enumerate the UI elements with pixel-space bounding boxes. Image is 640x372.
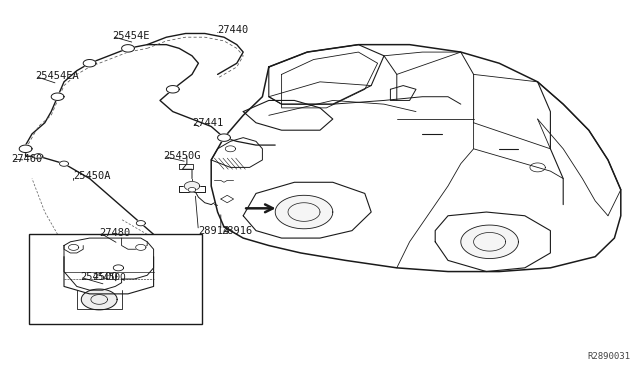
- Polygon shape: [83, 60, 96, 67]
- Polygon shape: [275, 195, 333, 229]
- Text: 25450Q: 25450Q: [93, 273, 127, 282]
- Polygon shape: [113, 265, 124, 271]
- Polygon shape: [19, 145, 32, 153]
- Text: 27441: 27441: [192, 118, 223, 128]
- Polygon shape: [188, 187, 196, 192]
- Text: 27480: 27480: [99, 228, 131, 237]
- Text: 25454EA: 25454EA: [35, 71, 79, 81]
- Bar: [29, 234, 202, 324]
- Polygon shape: [136, 244, 146, 250]
- Text: R2890031: R2890031: [588, 352, 630, 361]
- Polygon shape: [136, 221, 145, 226]
- Polygon shape: [122, 45, 134, 52]
- Text: 28916: 28916: [221, 226, 252, 235]
- Polygon shape: [166, 86, 179, 93]
- Polygon shape: [60, 161, 68, 166]
- Polygon shape: [461, 225, 518, 259]
- Text: 25450G: 25450G: [163, 151, 201, 161]
- Text: 27460: 27460: [12, 154, 43, 164]
- Polygon shape: [218, 134, 230, 141]
- Text: 27440: 27440: [218, 25, 249, 35]
- Text: 25450Q: 25450Q: [80, 272, 118, 282]
- Polygon shape: [68, 244, 79, 250]
- Text: 25450A: 25450A: [74, 171, 111, 180]
- Text: 25454E: 25454E: [112, 32, 150, 41]
- Polygon shape: [184, 182, 200, 190]
- Polygon shape: [81, 289, 117, 310]
- Text: 28914: 28914: [198, 226, 230, 235]
- Polygon shape: [34, 154, 43, 159]
- Polygon shape: [51, 93, 64, 100]
